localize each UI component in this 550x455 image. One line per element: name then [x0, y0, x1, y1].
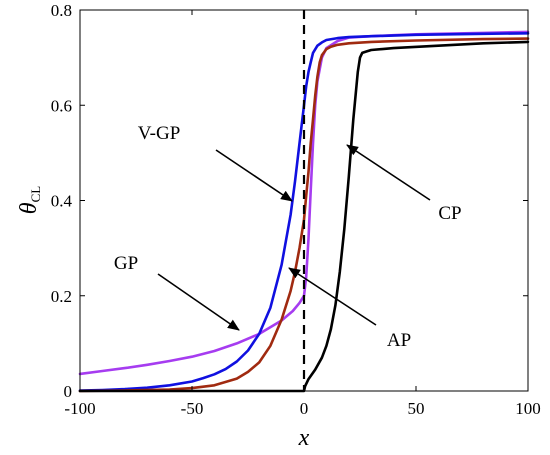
x-tick-label: -100 — [64, 399, 95, 418]
y-tick-label: 0.6 — [51, 96, 72, 115]
annotation-label-cp: CP — [438, 203, 461, 224]
annotation-arrow-cp — [346, 144, 431, 201]
y-tick-label: 0.4 — [51, 192, 73, 211]
series-line-v-gp — [78, 31, 530, 392]
annotation-arrow-gp — [157, 273, 240, 331]
annotation-arrow-ap — [288, 267, 377, 326]
y-axis-label-sub: CL — [28, 186, 43, 203]
tick-labels: -100 -50 0 50 100 0 0.2 0.4 0.6 0.8 — [51, 1, 541, 418]
x-tick-label: 50 — [408, 399, 425, 418]
x-tick-label: -50 — [181, 399, 204, 418]
x-tick-label: 0 — [300, 399, 309, 418]
y-tick-label: 0 — [64, 382, 73, 401]
series-layer — [78, 30, 530, 393]
annotation-label-ap: AP — [387, 330, 411, 351]
annotations: V-GP GP AP CP — [114, 123, 462, 351]
annotation-arrow-v-gp — [215, 149, 293, 202]
annotation-label-gp: GP — [114, 253, 138, 274]
y-axis-label-main: θ — [16, 202, 42, 214]
annotation-label-v-gp: V-GP — [138, 123, 181, 144]
x-axis-label: x — [298, 425, 310, 451]
x-tick-label: 100 — [515, 399, 541, 418]
y-tick-label: 0.2 — [51, 287, 72, 306]
y-axis-label: θCL — [16, 186, 43, 214]
series-line-cp — [78, 40, 530, 393]
y-tick-label: 0.8 — [51, 1, 72, 20]
axis-ticks — [79, 9, 529, 392]
series-line-ap — [78, 37, 530, 393]
